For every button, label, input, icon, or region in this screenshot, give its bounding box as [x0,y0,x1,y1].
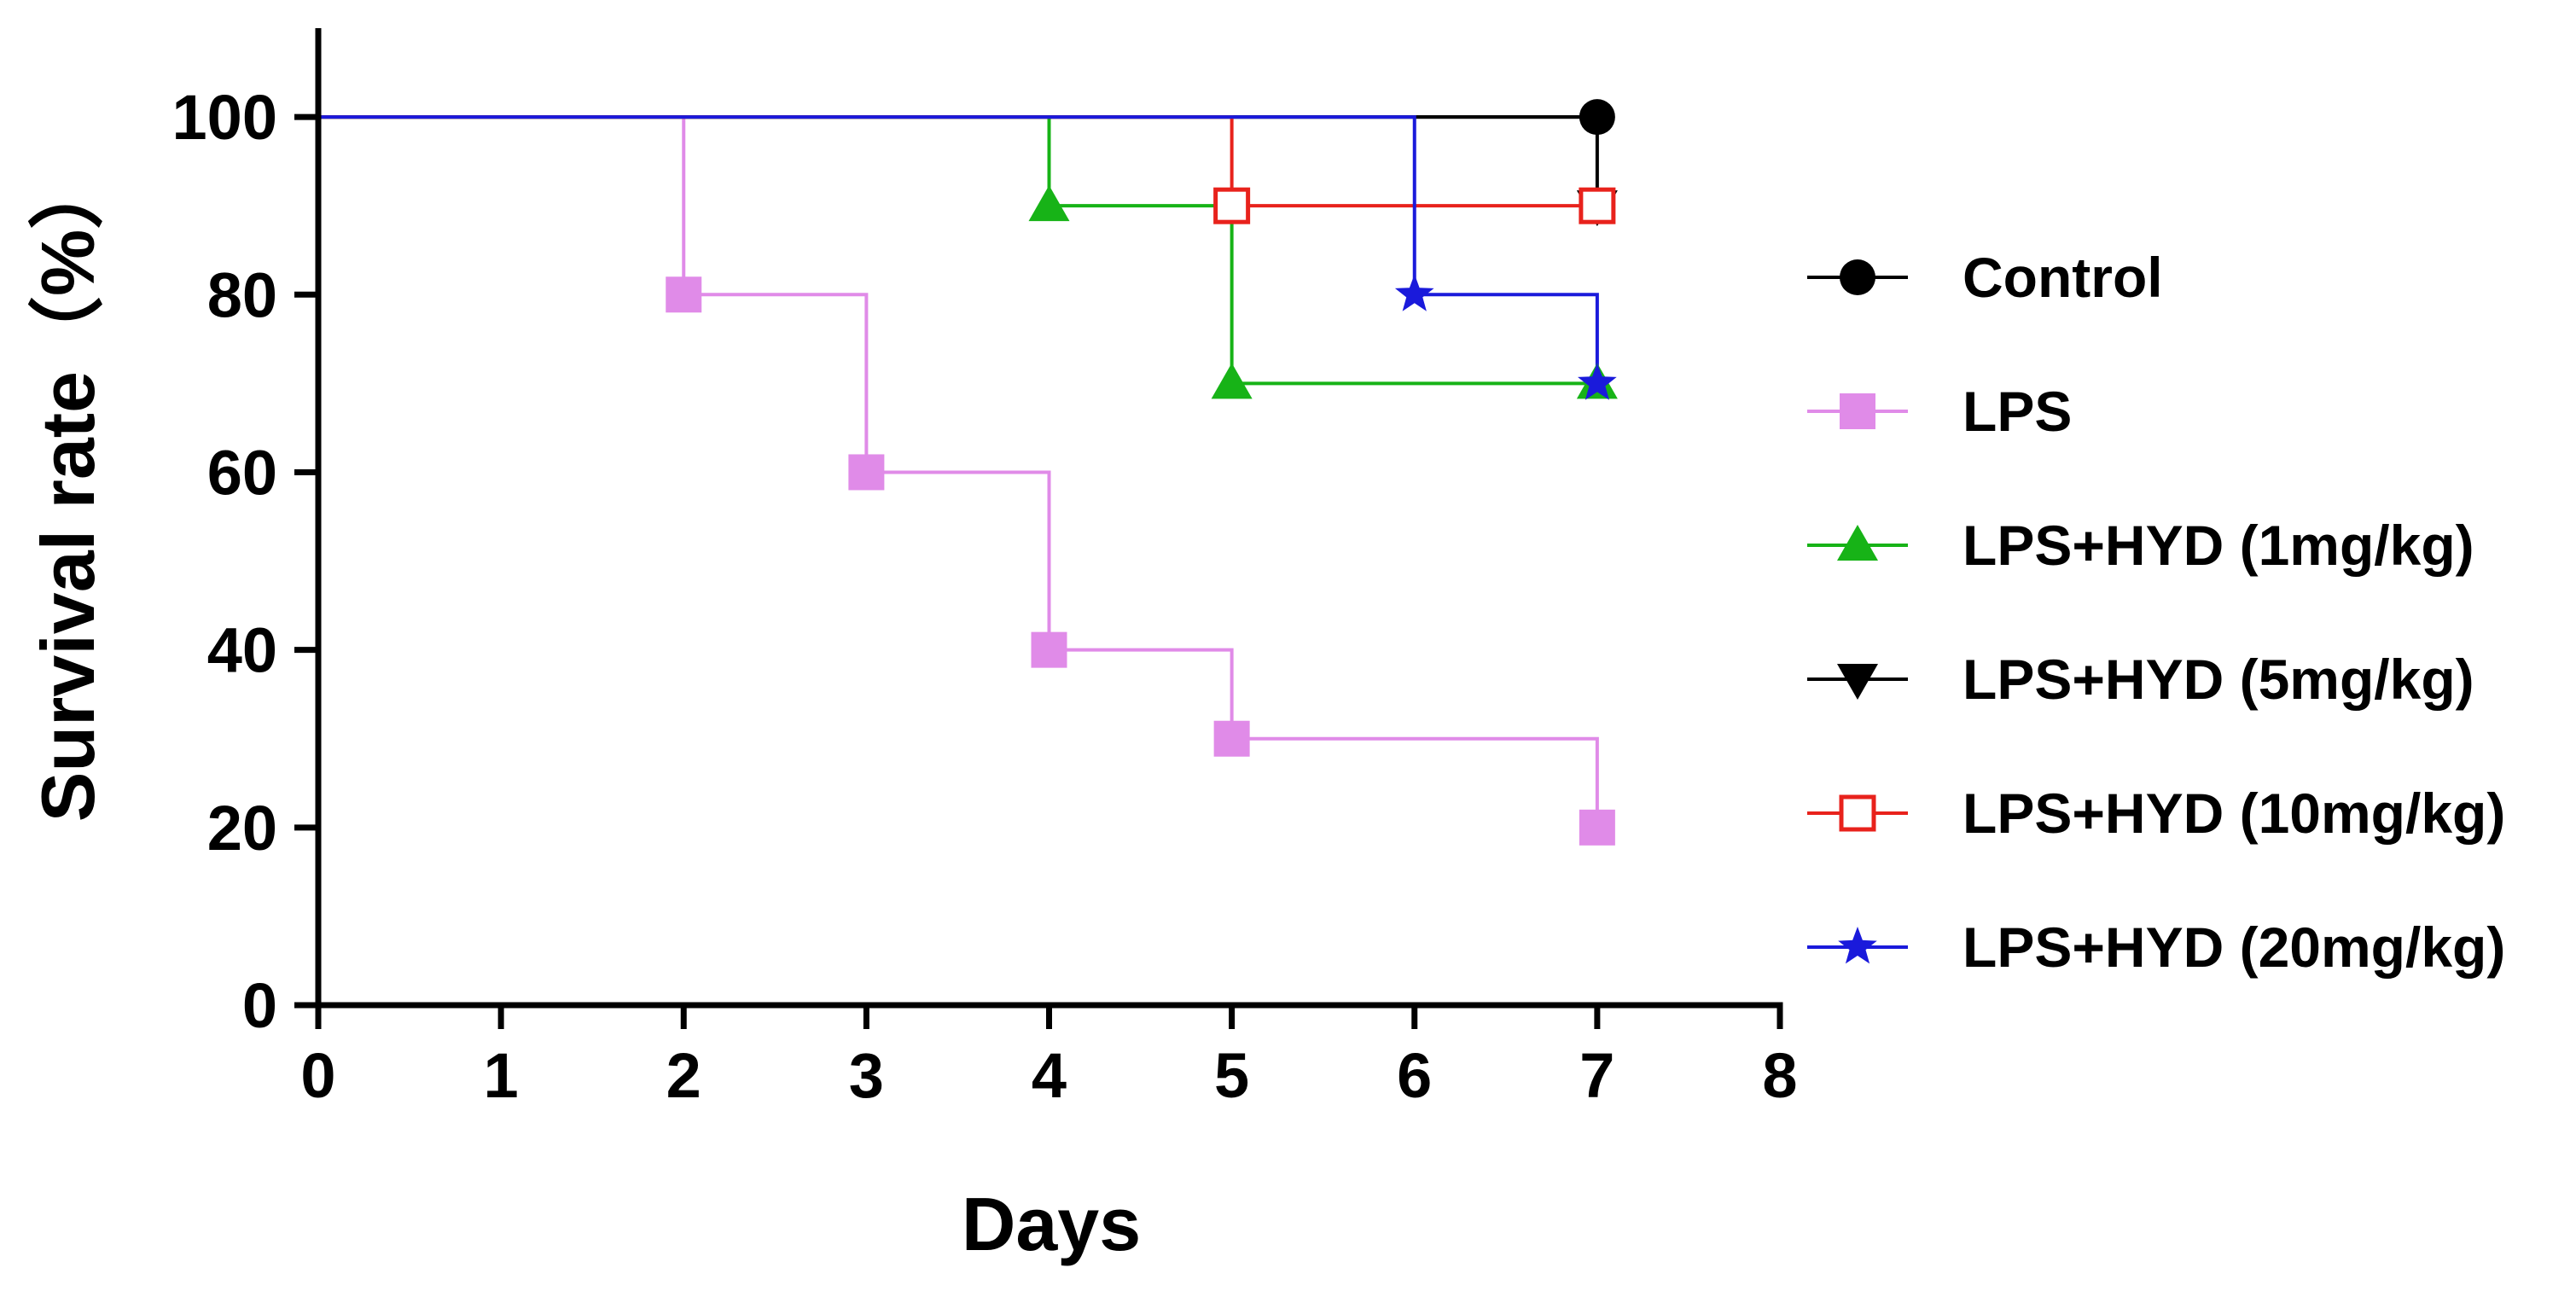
series-line-lps-hyd-1mg-kg [318,115,1597,386]
legend-label-lps-hyd-10mg-kg: LPS+HYD (10mg/kg) [1963,782,2505,845]
data-point-lps [848,454,885,491]
data-point-lps-hyd-10mg-kg [1213,187,1251,224]
data-point-lps-hyd-20mg-kg [1578,363,1617,400]
y-tick-label: 0 [242,970,277,1041]
x-tick-label: 3 [849,1040,884,1111]
data-point-lps-hyd-20mg-kg [1394,274,1434,311]
legend-marker-lps-hyd-10mg-kg [1839,794,1876,832]
x-tick-label: 0 [300,1040,335,1111]
data-point-lps [1213,720,1250,757]
legend-marker-control [1840,259,1875,295]
series-line-lps-hyd-5mg-kg [318,115,1599,206]
legend-label-lps-hyd-1mg-kg: LPS+HYD (1mg/kg) [1963,514,2474,577]
legend-marker-lps-hyd-20mg-kg [1838,927,1877,964]
legend-marker-lps-hyd-1mg-kg [1837,525,1878,561]
legend-label-lps: LPS [1963,380,2072,443]
x-tick-label: 4 [1032,1040,1067,1111]
x-ticks: 0 1 2 3 4 5 6 7 8 [300,1005,1798,1111]
x-axis-title: Days [962,1182,1141,1266]
y-axis-title: Survival rate（%） [26,154,110,823]
x-tick-label: 5 [1214,1040,1249,1111]
y-tick-label: 60 [207,437,277,508]
legend-marker-lps [1840,393,1875,429]
y-tick-label: 100 [172,82,277,153]
data-point-lps-hyd-10mg-kg [1579,187,1616,224]
series-line-lps-hyd-20mg-kg [318,115,1599,384]
series-line-lps-hyd-10mg-kg [318,115,1597,208]
data-point-lps [1579,809,1615,846]
x-tick-label: 8 [1762,1040,1797,1111]
x-tick-label: 7 [1579,1040,1614,1111]
y-ticks: 0 20 40 60 80 100 [172,82,318,1041]
axes: 0 1 2 3 4 5 6 7 8 0 20 40 60 80 100 [172,28,1798,1111]
x-tick-label: 6 [1397,1040,1432,1111]
x-tick-label: 1 [484,1040,519,1111]
plot-lines [318,115,1599,828]
series-line-lps [318,115,1599,828]
legend-marker-lps-hyd-5mg-kg [1837,664,1878,700]
y-tick-label: 20 [207,793,277,864]
y-tick-label: 40 [207,615,277,686]
plot-markers [666,99,1618,846]
legend-label-control: Control [1963,246,2163,309]
y-tick-label: 80 [207,259,277,330]
data-point-lps-hyd-1mg-kg [1028,185,1070,222]
data-point-control [1579,99,1615,136]
data-point-lps-hyd-1mg-kg [1211,363,1253,399]
legend-label-lps-hyd-20mg-kg: LPS+HYD (20mg/kg) [1963,916,2505,979]
x-tick-label: 2 [666,1040,701,1111]
data-point-lps [666,276,702,313]
data-point-lps [1031,631,1067,668]
legend-label-lps-hyd-5mg-kg: LPS+HYD (5mg/kg) [1963,648,2474,711]
legend: Control LPS LPS+HYD (1mg/kg) LPS+HYD (5mg/k… [1807,246,2505,979]
